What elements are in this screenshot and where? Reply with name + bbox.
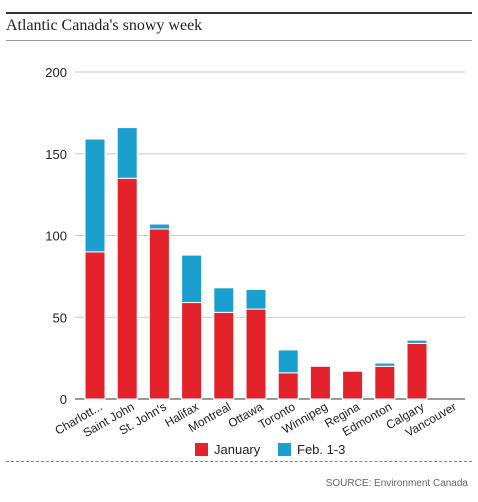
top-rule: [6, 12, 472, 14]
bar-january: [245, 308, 267, 400]
y-tick-label: 200: [45, 65, 67, 80]
bar-feb: [181, 254, 203, 304]
bar-january: [148, 228, 170, 400]
bar-january: [84, 251, 106, 400]
y-tick-label: 0: [60, 392, 67, 407]
title-rule: [6, 40, 472, 41]
y-tick-label: 50: [53, 310, 67, 325]
bar-feb: [374, 362, 396, 367]
bar-january: [342, 370, 364, 400]
bar-january: [374, 365, 396, 400]
source-note: SOURCE: Environment Canada: [325, 478, 468, 489]
legend-swatch-feb: [278, 443, 291, 456]
legend-swatch-january: [195, 443, 208, 456]
bar-feb: [245, 288, 267, 310]
chart-title: Atlantic Canada's snowy week: [6, 17, 203, 34]
bar-january: [406, 342, 428, 400]
bar-january: [309, 365, 331, 400]
bar-feb: [148, 223, 170, 230]
bar-feb: [84, 138, 106, 253]
legend-label: January: [214, 442, 261, 457]
y-tick-label: 100: [45, 229, 67, 244]
bar-feb: [213, 287, 235, 313]
bar-feb: [406, 339, 428, 344]
legend-label: Feb. 1-3: [297, 442, 345, 457]
bar-january: [213, 311, 235, 400]
bar-feb: [277, 349, 299, 374]
footer-rule: [6, 461, 472, 462]
bar-january: [181, 302, 203, 400]
bar-feb: [116, 127, 138, 179]
y-tick-label: 150: [45, 147, 67, 162]
bar-january: [277, 372, 299, 400]
bar-january: [116, 177, 138, 400]
